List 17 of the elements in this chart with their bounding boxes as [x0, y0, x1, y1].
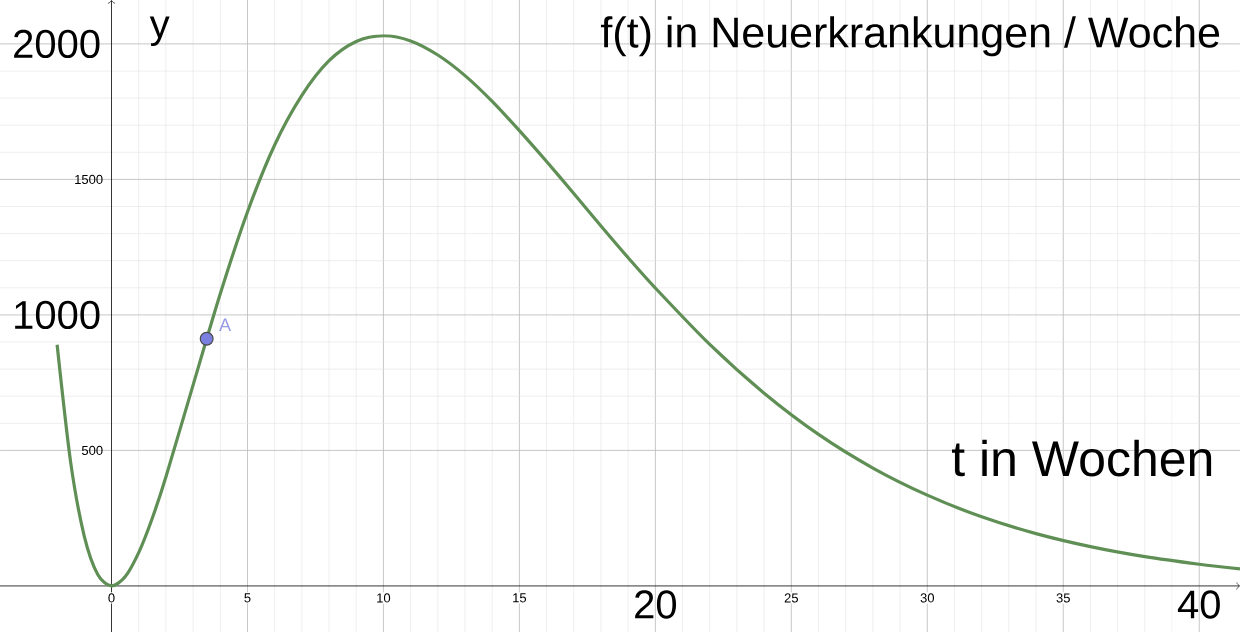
x-tick-label: 15	[513, 593, 527, 603]
y-tick-label: 1500	[75, 174, 103, 184]
annotation: 1000	[15, 300, 100, 330]
annotation: 40	[1177, 590, 1220, 619]
x-tick-label: 10	[377, 593, 391, 603]
series-label: A	[219, 318, 232, 331]
annotation: 2000	[14, 29, 100, 59]
annotation: 20	[635, 590, 677, 619]
y-tick-label: 500	[81, 445, 103, 456]
x-axis-title: t in Wochen	[951, 439, 1212, 477]
x-tick-label: 35	[1056, 593, 1070, 603]
x-tick-label: 30	[920, 593, 935, 603]
x-tick-label: 5	[244, 593, 251, 603]
x-tick-label: 25	[784, 593, 799, 603]
x-tick-label: 0	[108, 593, 115, 603]
chart-title: f(t) in Neuerkrankungen / Woche	[600, 16, 1220, 57]
y-axis-title: y	[149, 16, 170, 46]
